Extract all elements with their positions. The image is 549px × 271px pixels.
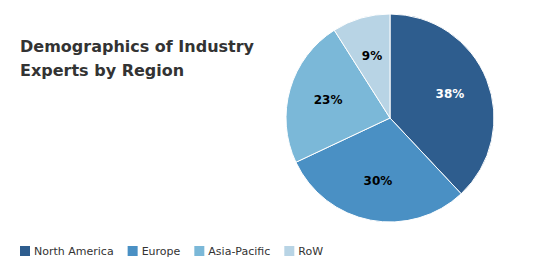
data-label: 23% bbox=[314, 93, 343, 107]
chart: Demographics of Industry Experts by Regio… bbox=[0, 0, 549, 271]
legend-label: Europe bbox=[142, 245, 181, 258]
subtitle: Experts by Region bbox=[20, 61, 184, 80]
titles: Demographics of Industry Experts by Regio… bbox=[20, 37, 255, 80]
pie bbox=[286, 14, 494, 222]
data-labels: 38% 30% 23% 9% bbox=[314, 49, 465, 188]
legend: North America Europe Asia-Pacific RoW bbox=[20, 245, 323, 258]
legend-swatch bbox=[284, 246, 294, 256]
data-label: 38% bbox=[436, 87, 465, 101]
legend-item: Asia-Pacific bbox=[194, 245, 270, 258]
legend-item: North America bbox=[20, 245, 114, 258]
legend-label: North America bbox=[34, 245, 114, 258]
legend-swatch bbox=[20, 246, 30, 256]
legend-label: RoW bbox=[298, 245, 323, 258]
legend-swatch bbox=[128, 246, 138, 256]
pie-slice bbox=[286, 30, 390, 162]
legend-item: RoW bbox=[284, 245, 323, 258]
legend-swatch bbox=[194, 246, 204, 256]
legend-item: Europe bbox=[128, 245, 181, 258]
legend-label: Asia-Pacific bbox=[208, 245, 270, 258]
title: Demographics of Industry bbox=[20, 37, 255, 56]
data-label: 9% bbox=[362, 49, 382, 63]
data-label: 30% bbox=[364, 174, 393, 188]
pie-slice bbox=[334, 14, 390, 118]
